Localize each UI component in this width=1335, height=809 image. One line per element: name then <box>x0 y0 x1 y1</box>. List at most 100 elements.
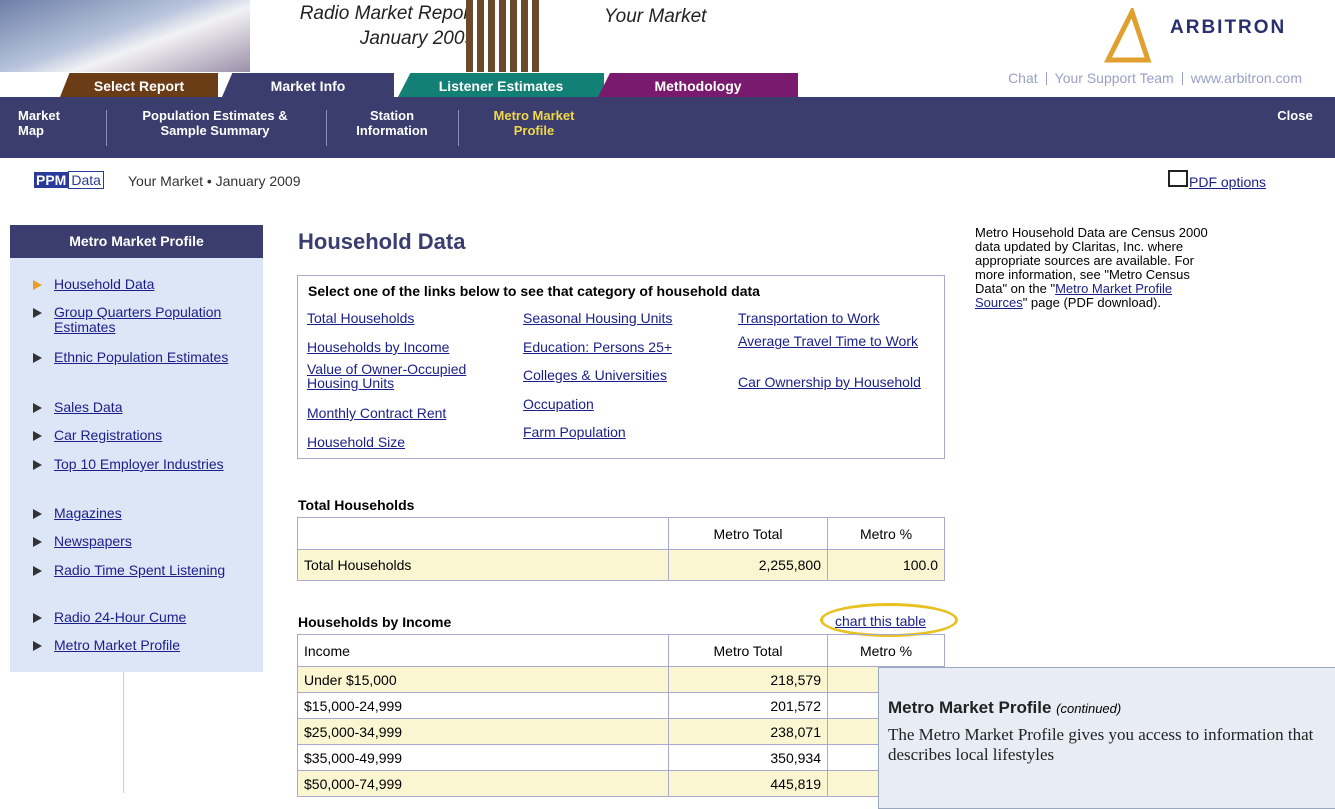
category-link[interactable]: Monthly Contract Rent <box>307 406 497 420</box>
category-link[interactable]: Seasonal Housing Units <box>523 311 718 325</box>
ppm: PPM <box>34 172 68 188</box>
sub-nav-link[interactable]: Population Estimates & Sample Summary <box>120 108 310 138</box>
sidebar-link[interactable]: Radio 24-Hour Cume <box>54 610 244 625</box>
brand: ARBITRON <box>1170 17 1286 39</box>
pdf-icon <box>1168 170 1188 187</box>
sub-nav-link[interactable]: Market Map <box>18 108 68 138</box>
header-cell: Metro Total <box>669 518 828 550</box>
category-link[interactable]: Farm Population <box>523 425 718 439</box>
callout-heading: Metro Market Profile (continued) <box>888 698 1121 718</box>
cell: $15,000-24,999 <box>298 693 669 719</box>
cell: 100.0 <box>828 550 945 581</box>
header-link[interactable]: Chat <box>1008 70 1038 86</box>
callout-title: Metro Market Profile <box>888 698 1051 717</box>
arrow <box>33 537 42 547</box>
rule <box>123 672 124 793</box>
header-link[interactable]: Your Support Team <box>1055 70 1174 86</box>
arrow <box>33 280 42 290</box>
cell: $25,000-34,999 <box>298 719 669 745</box>
cell: 2,255,800 <box>669 550 828 581</box>
close-link[interactable]: Close <box>1270 108 1320 123</box>
cell: $35,000-49,999 <box>298 745 669 771</box>
cell: 238,071 <box>669 719 828 745</box>
brand-logo <box>1100 8 1160 64</box>
arrow <box>33 509 42 519</box>
note-text: " page (PDF download). <box>1023 295 1161 310</box>
callout: Metro Market Profile (continued) The Met… <box>878 667 1335 809</box>
header-cell: Metro Total <box>669 635 828 667</box>
category-link[interactable]: Car Ownership by Household <box>738 375 928 389</box>
header-image <box>0 0 250 72</box>
report-date: January 2009 <box>255 28 475 50</box>
category-link[interactable]: Average Travel Time to Work <box>738 334 928 348</box>
category-link[interactable]: Transportation to Work <box>738 311 928 325</box>
breadcrumb: Your Market • January 2009 <box>128 173 300 189</box>
category-link[interactable]: Occupation <box>523 397 718 411</box>
separator <box>106 110 107 146</box>
separator <box>1046 72 1047 85</box>
report-title: Radio Market Report <box>255 3 475 25</box>
sidebar-link[interactable]: Group Quarters Population Estimates <box>54 305 244 335</box>
header-cell: Metro % <box>828 518 945 550</box>
separator <box>458 110 459 146</box>
market-name: Your Market <box>604 6 706 28</box>
tab[interactable]: Market Info <box>222 73 394 97</box>
arrow <box>33 308 42 318</box>
sidebar-link[interactable]: Car Registrations <box>54 428 244 443</box>
sidebar-link[interactable]: Radio Time Spent Listening <box>54 563 244 578</box>
callout-subtitle: (continued) <box>1056 701 1121 716</box>
sidebar-link[interactable]: Household Data <box>54 277 244 292</box>
table-title: Total Households <box>298 497 414 513</box>
sidebar-link[interactable]: Top 10 Employer Industries <box>54 457 244 472</box>
tab[interactable]: Select Report <box>60 73 218 97</box>
category-link[interactable]: Households by Income <box>307 340 497 354</box>
data-word: Data <box>68 171 104 189</box>
sidebar-link[interactable]: Ethnic Population Estimates <box>54 350 244 365</box>
sidebar-title: Metro Market Profile <box>10 225 263 258</box>
heading: Household Data <box>298 229 465 255</box>
category-link[interactable]: Total Households <box>307 311 497 325</box>
arrow <box>33 460 42 470</box>
cell: 201,572 <box>669 693 828 719</box>
header-cell: Metro % <box>828 635 945 667</box>
category-link[interactable]: Value of Owner-Occupied Housing Units <box>307 362 497 390</box>
category-link[interactable]: Education: Persons 25+ <box>523 340 718 354</box>
header-link[interactable]: www.arbitron.com <box>1191 70 1302 86</box>
tab[interactable]: Listener Estimates <box>398 73 604 97</box>
header-links: Chat Your Support Team www.arbitron.com <box>958 70 1302 86</box>
cell: Under $15,000 <box>298 667 669 693</box>
pdf-link[interactable]: PDF options <box>1189 174 1266 190</box>
sub-nav-link[interactable]: Metro Market Profile <box>474 108 594 138</box>
cell: 218,579 <box>669 667 828 693</box>
header-cell: Income <box>298 635 669 667</box>
category-link[interactable]: Household Size <box>307 435 497 449</box>
arrow <box>33 641 42 651</box>
sidebar-link[interactable]: Newspapers <box>54 534 244 549</box>
category-link[interactable]: Colleges & Universities <box>523 368 718 382</box>
sidebar-link[interactable]: Sales Data <box>54 400 244 415</box>
sidebar-link[interactable]: Metro Market Profile <box>54 638 244 653</box>
note: Metro Household Data are Census 2000 dat… <box>975 226 1220 310</box>
cell: Total Households <box>298 550 669 581</box>
tab[interactable]: Methodology <box>598 73 798 97</box>
sidebar <box>10 225 263 672</box>
table-title: Households by Income <box>298 614 451 630</box>
header-cell <box>298 518 669 550</box>
page: { "header": { "title": "Radio Market Rep… <box>0 0 1335 793</box>
sub-nav-link[interactable]: Station Information <box>342 108 442 138</box>
link-box-title: Select one of the links below to see tha… <box>308 283 760 299</box>
separator <box>326 110 327 146</box>
arrow <box>33 613 42 623</box>
sidebar-link[interactable]: Magazines <box>54 506 244 521</box>
cell: 350,934 <box>669 745 828 771</box>
